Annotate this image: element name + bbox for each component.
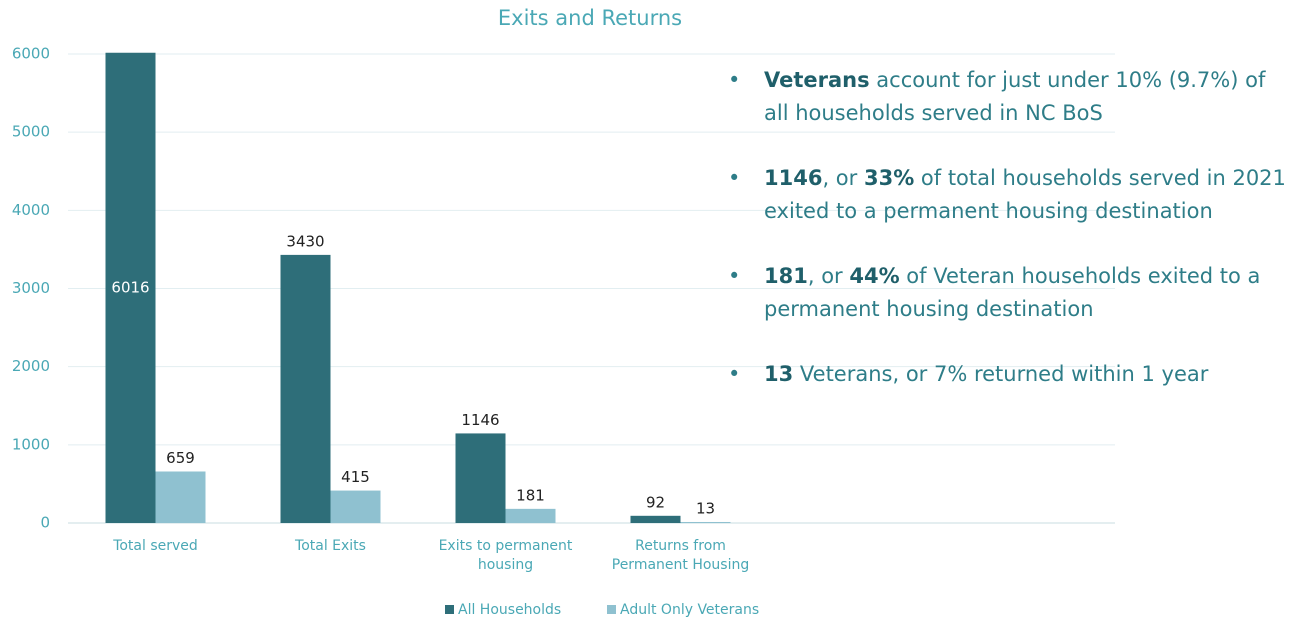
bar bbox=[505, 508, 556, 523]
x-tick-label: Exits to permanent housing bbox=[438, 538, 573, 573]
bullet-text: Veterans, or 7% returned within 1 year bbox=[793, 362, 1209, 386]
data-label: 181 bbox=[516, 486, 545, 504]
bullet: 1146, or 33% of total households served … bbox=[728, 162, 1288, 228]
bar bbox=[155, 471, 206, 523]
y-tick-label: 0 bbox=[40, 514, 50, 532]
data-label: 6016 bbox=[111, 278, 149, 296]
x-tick-label: Total served bbox=[113, 538, 198, 554]
y-tick-label: 5000 bbox=[12, 123, 50, 141]
y-tick-label: 6000 bbox=[12, 45, 50, 63]
legend-swatch bbox=[445, 605, 454, 614]
data-label: 659 bbox=[166, 449, 195, 467]
data-label: 415 bbox=[341, 468, 370, 486]
bar bbox=[330, 490, 381, 523]
legend-label: All Households bbox=[458, 602, 561, 618]
data-label: 92 bbox=[646, 493, 665, 511]
x-tick-label: Returns from Permanent Housing bbox=[611, 538, 750, 573]
y-tick-label: 2000 bbox=[12, 357, 50, 375]
bullet: 181, or 44% of Veteran households exited… bbox=[728, 260, 1288, 326]
bullet-text: , or bbox=[822, 166, 864, 190]
bullet-text: of total households served in 2021 exite… bbox=[764, 166, 1286, 223]
bullet-text: 181 bbox=[764, 264, 808, 288]
bar bbox=[630, 515, 681, 523]
bar bbox=[680, 521, 731, 523]
bullet-text: 1146 bbox=[764, 166, 823, 190]
bullet-text: account for just under 10% (9.7%) of all… bbox=[764, 68, 1266, 125]
bullet: Veterans account for just under 10% (9.7… bbox=[728, 64, 1288, 130]
bullet-text: 33% bbox=[863, 166, 915, 190]
bullet-text: , or bbox=[807, 264, 850, 288]
legend-label: Adult Only Veterans bbox=[620, 602, 759, 618]
bar bbox=[280, 254, 331, 523]
legend-swatch bbox=[607, 605, 616, 614]
bar bbox=[105, 52, 156, 524]
chart-title: Exits and Returns bbox=[498, 6, 682, 30]
bullet-text: 13 bbox=[764, 362, 794, 386]
data-label: 1146 bbox=[461, 411, 499, 429]
x-tick-label: Total Exits bbox=[295, 538, 366, 554]
y-tick-label: 1000 bbox=[12, 435, 50, 453]
data-label: 13 bbox=[696, 499, 715, 517]
y-tick-label: 4000 bbox=[12, 201, 50, 219]
y-tick-label: 3000 bbox=[12, 279, 50, 297]
bullet-text: of Veteran households exited to a perman… bbox=[764, 264, 1261, 321]
bar bbox=[455, 433, 506, 523]
bullet-list: Veterans account for just under 10% (9.7… bbox=[728, 64, 1288, 423]
bullet: 13 Veterans, or 7% returned within 1 yea… bbox=[728, 358, 1288, 391]
bullet-text: 44% bbox=[849, 264, 900, 288]
bullet-text: Veterans bbox=[764, 68, 870, 92]
data-label: 3430 bbox=[286, 232, 324, 250]
